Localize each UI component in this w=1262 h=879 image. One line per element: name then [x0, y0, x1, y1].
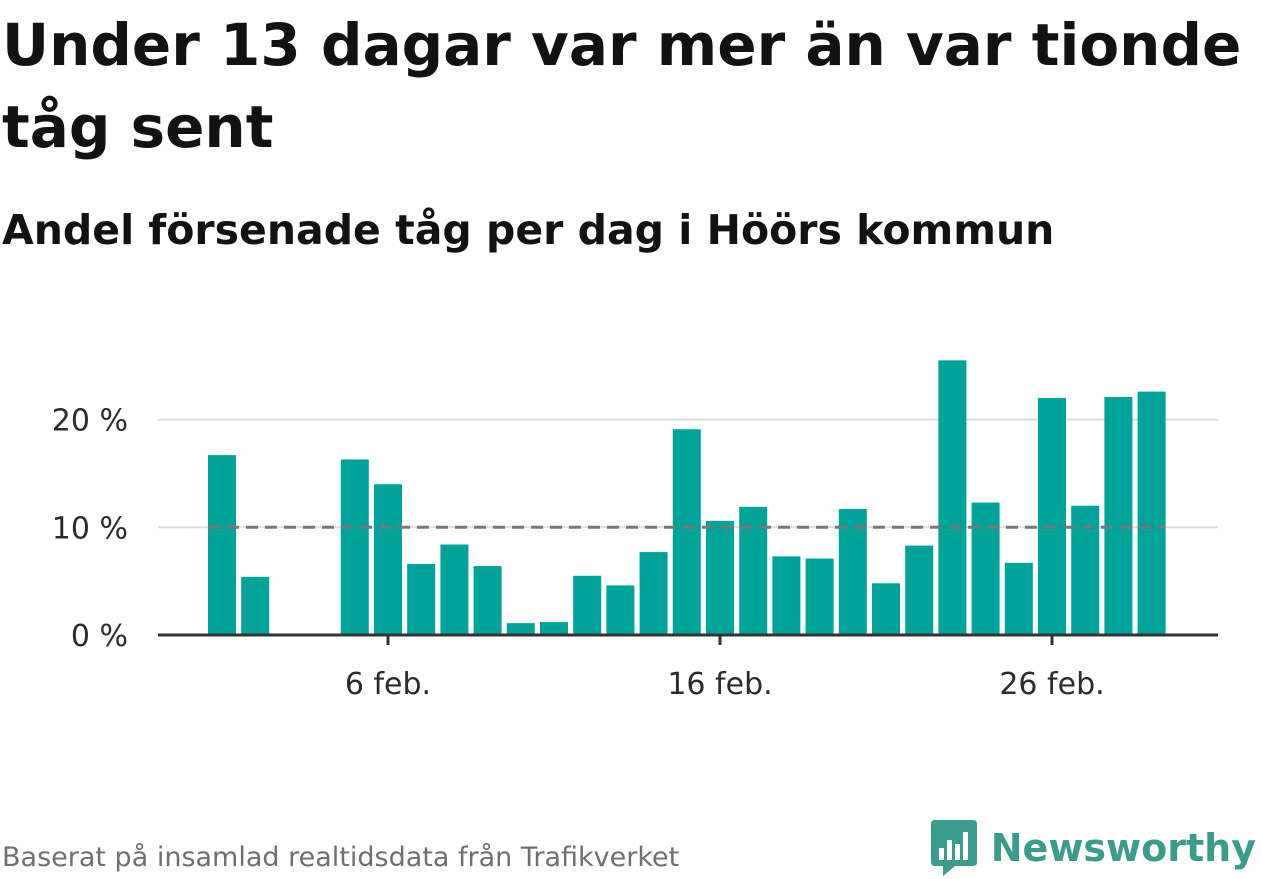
bar: [606, 585, 635, 635]
bar: [1038, 398, 1066, 635]
bar: [1071, 505, 1100, 635]
source-note: Baserat på insamlad realtidsdata från Tr…: [2, 842, 680, 873]
bar: [340, 459, 369, 635]
brand-name: Newsworthy: [990, 826, 1256, 870]
chart-subtitle: Andel försenade tåg per dag i Höörs komm…: [2, 206, 1055, 254]
y-tick-label: 20 %: [52, 404, 128, 439]
bar: [506, 623, 535, 635]
x-tick-label: 6 feb.: [345, 667, 431, 702]
x-tick-label: 26 feb.: [999, 667, 1104, 702]
y-tick-label: 10 %: [52, 511, 128, 546]
bar: [407, 563, 436, 635]
y-tick-label: 0 %: [71, 619, 128, 654]
chart-title: Under 13 dagar var mer än var tionde tåg…: [2, 11, 1242, 161]
brand-logo: Newsworthy: [929, 818, 1256, 878]
newsworthy-logo-icon: [930, 820, 977, 876]
bar: [1104, 396, 1133, 635]
x-tick-label: 16 feb.: [667, 667, 772, 702]
bar: [639, 552, 668, 635]
bar: [938, 360, 967, 635]
bar: [672, 429, 701, 635]
bar: [1137, 391, 1166, 635]
bar: [971, 502, 1000, 635]
bar: [838, 508, 867, 635]
bar: [706, 520, 734, 635]
bar-chart: 0 % 10 % 20 % 6 feb. 16 feb. 26 feb.: [52, 360, 1218, 702]
bars: [208, 360, 1166, 635]
bar: [241, 576, 270, 635]
bar: [208, 455, 236, 635]
bar: [440, 544, 469, 635]
bar: [1004, 562, 1033, 635]
bar: [772, 556, 801, 635]
y-axis-ticks: 0 % 10 % 20 %: [52, 404, 128, 654]
bar: [473, 566, 502, 635]
bar: [872, 583, 900, 635]
bar: [374, 484, 402, 635]
bar: [805, 558, 834, 635]
bar: [905, 545, 934, 635]
bar: [573, 575, 602, 635]
bar: [540, 622, 568, 635]
x-axis-ticks: 6 feb. 16 feb. 26 feb.: [345, 635, 1105, 702]
